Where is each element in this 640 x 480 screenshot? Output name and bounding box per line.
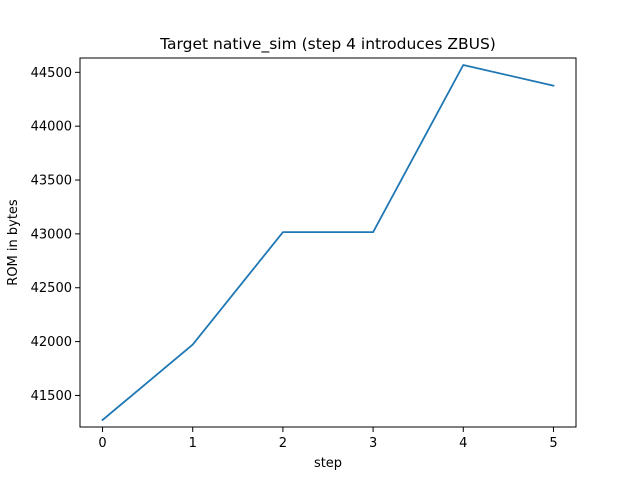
plot-frame xyxy=(79,57,577,428)
x-tick-label: 2 xyxy=(279,436,287,451)
plot-area: 0 1 2 3 4 5 41500 42000 42500 43000 43500 44000 445… xyxy=(31,57,577,451)
series-line xyxy=(101,64,555,422)
x-tick-label: 1 xyxy=(189,436,197,451)
y-tick-label: 43500 xyxy=(31,174,72,189)
y-tick-label: 43000 xyxy=(31,227,72,242)
y-axis: 41500 42000 42500 43000 43500 44000 44500 xyxy=(31,66,80,404)
y-tick-label: 42000 xyxy=(31,335,72,350)
x-tick-label: 4 xyxy=(459,436,467,451)
y-tick-label: 44500 xyxy=(31,66,72,81)
x-tick-label: 5 xyxy=(549,436,557,451)
chart-title: Target native_sim (step 4 introduces ZBU… xyxy=(159,35,496,54)
x-tick-label: 0 xyxy=(98,436,106,451)
y-axis-label: ROM in bytes xyxy=(6,199,21,286)
x-tick-label: 3 xyxy=(369,436,377,451)
y-tick-label: 42500 xyxy=(31,281,72,296)
series-group xyxy=(101,64,555,422)
y-tick-label: 44000 xyxy=(31,120,72,135)
x-axis-label: step xyxy=(314,456,342,471)
y-tick-label: 41500 xyxy=(31,389,72,404)
x-axis: 0 1 2 3 4 5 xyxy=(98,427,558,451)
